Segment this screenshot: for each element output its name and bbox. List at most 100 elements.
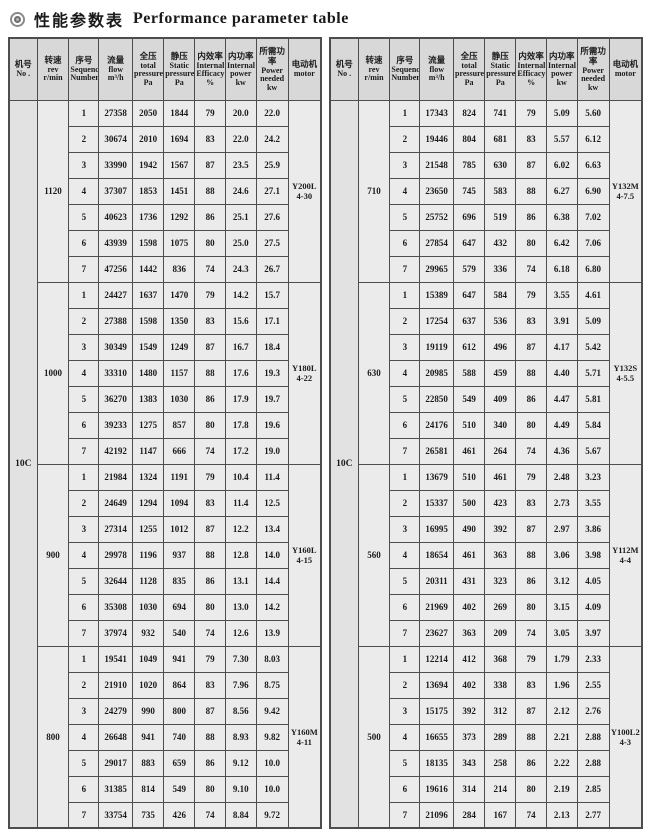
- data-cell-col8: 2.55: [576, 671, 610, 699]
- column-header-7: 内功率 Internal power kw: [224, 37, 257, 101]
- data-cell-col5: 264: [484, 437, 517, 465]
- data-cell-col3: 26648: [98, 723, 134, 751]
- data-cell-col7: 3.91: [545, 307, 578, 335]
- data-cell-col2: 3: [68, 697, 100, 725]
- data-cell-col4: 1128: [132, 567, 165, 595]
- data-cell-col4: 314: [453, 775, 486, 803]
- column-header-en: No .: [337, 69, 352, 78]
- column-header-en: flow m³/h: [107, 64, 124, 83]
- data-cell-col5: 937: [163, 541, 196, 569]
- data-cell-col7: 7.30: [224, 645, 257, 673]
- data-cell-col8: 5.84: [576, 411, 610, 439]
- motor-spec: 4-4: [619, 555, 631, 565]
- data-cell-col2: 7: [389, 801, 421, 829]
- data-cell-col3: 26581: [419, 437, 455, 465]
- data-cell-col4: 1049: [132, 645, 165, 673]
- data-cell-col4: 804: [453, 125, 486, 153]
- data-cell-col8: 2.88: [576, 749, 610, 777]
- data-cell-col3: 22850: [419, 385, 455, 413]
- data-cell-col4: 402: [453, 593, 486, 621]
- data-cell-col4: 284: [453, 801, 486, 829]
- motor-spec: 4-11: [296, 736, 312, 747]
- data-cell-col3: 23627: [419, 619, 455, 647]
- data-cell-col4: 735: [132, 801, 165, 829]
- table-row: 3 24279 990 800 87 8.56 9.42: [9, 697, 321, 725]
- column-header-en: Internal Efficacy %: [517, 60, 546, 87]
- column-header-en: Static pressure Pa: [165, 60, 195, 87]
- data-cell-col7: 5.09: [545, 99, 578, 127]
- data-cell-col2: 3: [389, 333, 421, 361]
- data-cell-col7: 13.1: [224, 567, 257, 595]
- data-cell-col7: 10.4: [224, 463, 257, 491]
- table-row: 2 21910 1020 864 83 7.96 8.75: [9, 671, 321, 699]
- data-cell-col3: 42192: [98, 437, 134, 465]
- data-cell-col5: 1249: [163, 333, 196, 361]
- column-header-en: Sequence Number: [391, 64, 420, 83]
- data-cell-col3: 17343: [419, 99, 455, 127]
- data-cell-col7: 6.27: [545, 177, 578, 205]
- data-cell-col6: 79: [515, 645, 547, 673]
- data-cell-col4: 932: [132, 619, 165, 647]
- data-cell-col8: 11.4: [255, 463, 289, 491]
- data-cell-col2: 5: [68, 567, 100, 595]
- data-cell-col8: 6.63: [576, 151, 610, 179]
- data-cell-col2: 3: [68, 151, 100, 179]
- table-row: 2 15337 500 423 83 2.73 3.55: [330, 489, 642, 517]
- data-cell-col5: 835: [163, 567, 196, 595]
- column-header-en: rev r/min: [364, 64, 384, 83]
- data-cell-col7: 2.13: [545, 801, 578, 829]
- data-cell-col5: 336: [484, 255, 517, 283]
- column-header-zh: 内效率: [518, 51, 544, 62]
- data-cell-col5: 1350: [163, 307, 196, 335]
- double-circle-icon: [10, 11, 25, 27]
- column-header-zh: 电动机: [291, 60, 318, 70]
- data-cell-col4: 1324: [132, 463, 165, 491]
- data-cell-col6: 87: [515, 697, 547, 725]
- data-cell-col5: 1191: [163, 463, 196, 491]
- data-cell-col8: 7.06: [576, 229, 610, 257]
- data-cell-col4: 1383: [132, 385, 165, 413]
- column-header-8: 所需功率 Power needed kw: [576, 37, 610, 101]
- data-cell-col4: 412: [453, 645, 486, 673]
- column-header-zh: 转速: [365, 55, 383, 66]
- data-cell-col3: 33310: [98, 359, 134, 387]
- table-row: 6 27854 647 432 80 6.42 7.06: [330, 229, 642, 257]
- motor-model: Y200L: [292, 181, 317, 191]
- column-header-zh: 内功率: [548, 51, 575, 62]
- data-cell-col6: 86: [515, 203, 547, 231]
- data-cell-col4: 990: [132, 697, 165, 725]
- data-cell-col5: 864: [163, 671, 196, 699]
- data-cell-col3: 13694: [419, 671, 455, 699]
- data-cell-col2: 3: [68, 333, 100, 361]
- data-cell-col4: 1549: [132, 333, 165, 361]
- data-cell-col3: 35308: [98, 593, 134, 621]
- data-cell-col8: 5.71: [576, 359, 610, 387]
- data-cell-col2: 1: [68, 463, 100, 491]
- data-cell-col3: 15337: [419, 489, 455, 517]
- data-cell-col6: 88: [515, 723, 547, 751]
- data-cell-col8: 5.67: [576, 437, 610, 465]
- data-cell-col5: 1470: [163, 281, 196, 309]
- data-cell-col5: 423: [484, 489, 517, 517]
- column-header-zh: 序号: [75, 55, 93, 66]
- data-cell-col2: 4: [389, 177, 421, 205]
- data-cell-col3: 21548: [419, 151, 455, 179]
- data-cell-col6: 88: [194, 723, 226, 751]
- data-cell-col7: 4.47: [545, 385, 578, 413]
- data-cell-col8: 8.03: [255, 645, 289, 673]
- column-header-3: 流量 flow m³/h: [419, 37, 455, 101]
- speed-cell: 710: [357, 99, 391, 283]
- data-cell-col4: 1480: [132, 359, 165, 387]
- data-cell-col2: 2: [68, 671, 100, 699]
- data-cell-col5: 1567: [163, 151, 196, 179]
- data-cell-col2: 6: [68, 775, 100, 803]
- motor-spec: 4-15: [296, 555, 313, 565]
- data-cell-col8: 2.33: [576, 645, 610, 673]
- data-cell-col7: 12.6: [224, 619, 257, 647]
- data-cell-col7: 17.8: [224, 411, 257, 439]
- data-cell-col2: 5: [389, 567, 421, 595]
- data-cell-col7: 23.5: [224, 151, 257, 179]
- data-cell-col5: 1157: [163, 359, 196, 387]
- data-cell-col3: 21984: [98, 463, 134, 491]
